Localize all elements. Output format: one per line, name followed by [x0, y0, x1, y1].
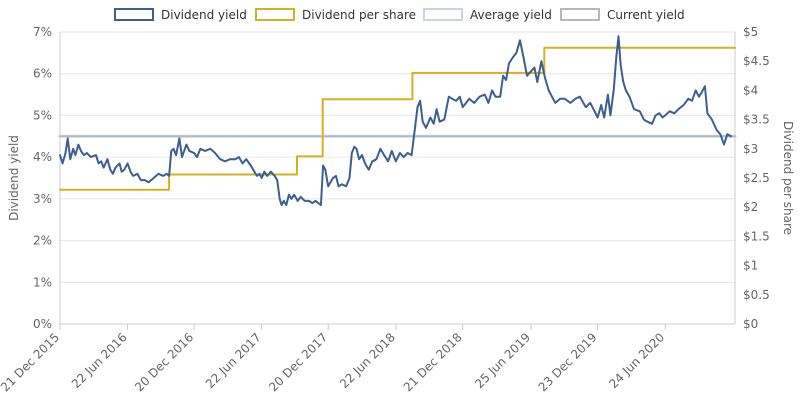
- legend-swatch: [255, 8, 295, 21]
- x-tick-label: 21 Dec 2015: [0, 330, 62, 394]
- right-tick-label: $2: [743, 200, 758, 214]
- left-axis-ticks: 0% 1% 2% 3% 4% 5% 6% 7%: [33, 25, 52, 331]
- grid: [59, 31, 736, 325]
- x-axis-ticks: 21 Dec 2015 22 Jun 2016 20 Dec 2016 22 Jun …: [0, 324, 667, 394]
- left-tick-label: 7%: [33, 25, 52, 39]
- right-tick-label: $3.5: [743, 113, 770, 127]
- series-layer: [58, 35, 737, 207]
- right-tick-label: $0.5: [743, 288, 770, 302]
- right-tick-label: $4: [743, 83, 758, 97]
- x-tick-label: 22 Jun 2016: [69, 330, 130, 391]
- x-tick-label: 22 Jun 2018: [337, 330, 398, 391]
- legend-swatch: [560, 8, 600, 21]
- x-tick-label: 20 Dec 2017: [266, 330, 330, 394]
- right-tick-label: $1.5: [743, 229, 770, 243]
- x-tick-label: 23 Dec 2019: [536, 330, 600, 394]
- left-tick-label: 1%: [33, 275, 52, 289]
- left-tick-label: 0%: [33, 317, 52, 331]
- legend-swatch: [114, 8, 154, 21]
- right-tick-label: $0: [743, 317, 758, 331]
- legend-label: Average yield: [470, 8, 552, 22]
- right-tick-label: $1: [743, 259, 758, 273]
- legend-swatch: [423, 8, 463, 21]
- left-tick-label: 3%: [33, 192, 52, 206]
- left-tick-label: 6%: [33, 67, 52, 81]
- x-tick-label: 21 Dec 2018: [401, 330, 465, 394]
- legend-label: Dividend yield: [161, 8, 247, 22]
- right-tick-label: $5: [743, 25, 758, 39]
- right-axis-title: Dividend per share: [781, 121, 795, 235]
- left-tick-label: 2%: [33, 234, 52, 248]
- series-dividend-yield: [59, 35, 732, 207]
- legend-label: Current yield: [607, 8, 685, 22]
- series-dividend-per-share: [59, 46, 736, 191]
- x-tick-label: 25 Jun 2019: [472, 330, 533, 391]
- right-tick-label: $3: [743, 142, 758, 156]
- legend-label: Dividend per share: [302, 8, 416, 22]
- x-tick-label: 24 Jun 2020: [606, 330, 667, 391]
- x-tick-label: 22 Jun 2017: [203, 330, 264, 391]
- left-tick-label: 4%: [33, 150, 52, 164]
- right-tick-label: $4.5: [743, 54, 770, 68]
- right-axis-ticks: $0 $0.5 $1 $1.5 $2 $2.5 $3 $3.5 $4 $4.5 $5: [743, 25, 770, 331]
- left-axis-title: Dividend yield: [7, 135, 21, 221]
- x-tick-label: 20 Dec 2016: [132, 330, 196, 394]
- right-tick-label: $2.5: [743, 171, 770, 185]
- legend: Dividend yield Dividend per share Average …: [114, 8, 685, 22]
- left-tick-label: 5%: [33, 108, 52, 122]
